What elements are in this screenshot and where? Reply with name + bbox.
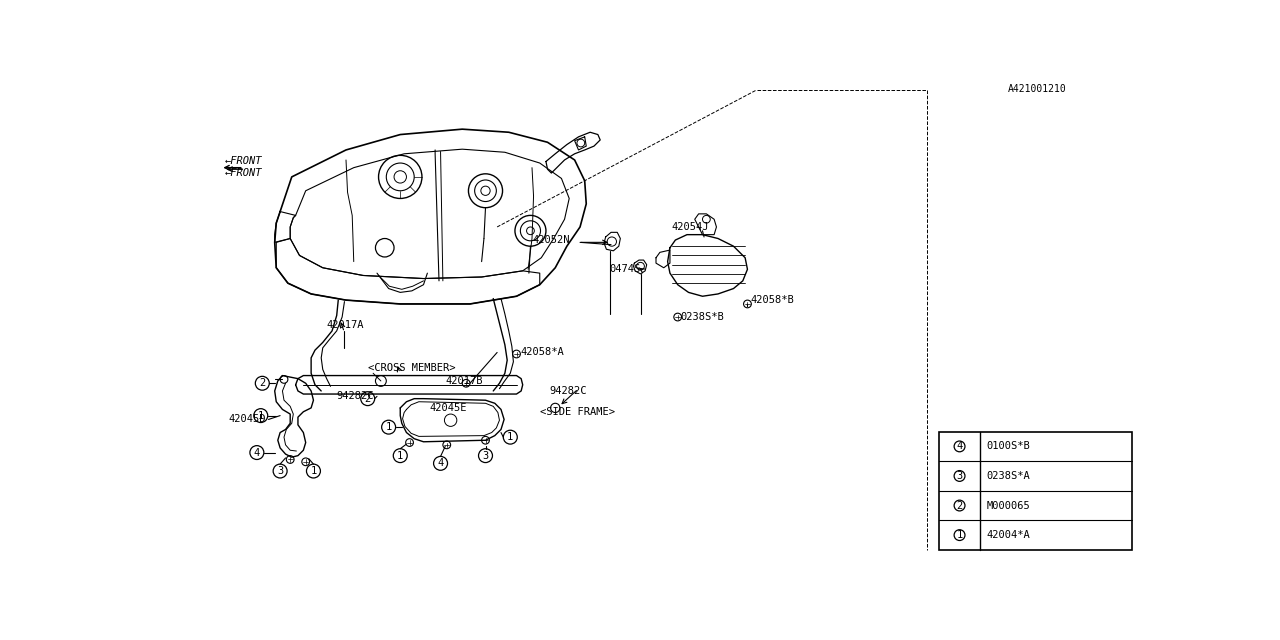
Text: ←FRONT: ←FRONT: [224, 157, 262, 166]
Circle shape: [479, 449, 493, 463]
Text: 3: 3: [956, 471, 963, 481]
Circle shape: [444, 414, 457, 426]
Circle shape: [481, 436, 489, 444]
Text: 1: 1: [397, 451, 403, 461]
Text: 42017B: 42017B: [445, 376, 483, 386]
Text: 94282C: 94282C: [337, 391, 374, 401]
Circle shape: [468, 174, 503, 208]
Circle shape: [406, 438, 413, 447]
Circle shape: [744, 300, 751, 308]
Text: 1: 1: [310, 466, 316, 476]
Text: 42058*A: 42058*A: [521, 348, 564, 358]
Circle shape: [636, 262, 644, 270]
Circle shape: [607, 237, 617, 246]
Text: 42058*B: 42058*B: [750, 295, 795, 305]
Text: 2: 2: [956, 500, 963, 511]
Text: 42045D: 42045D: [228, 415, 266, 424]
Circle shape: [375, 239, 394, 257]
Circle shape: [526, 227, 534, 235]
Circle shape: [954, 441, 965, 452]
Circle shape: [250, 445, 264, 460]
Text: M000065: M000065: [987, 500, 1030, 511]
Text: 3: 3: [483, 451, 489, 461]
Circle shape: [394, 171, 407, 183]
Text: 2: 2: [259, 378, 265, 388]
Circle shape: [375, 376, 387, 387]
Text: ←FRONT: ←FRONT: [224, 168, 262, 178]
Circle shape: [503, 430, 517, 444]
Circle shape: [481, 186, 490, 195]
Text: 0238S*B: 0238S*B: [681, 312, 724, 322]
Circle shape: [302, 458, 310, 466]
Text: 42054J: 42054J: [672, 222, 709, 232]
Circle shape: [550, 403, 559, 413]
Circle shape: [393, 449, 407, 463]
Text: <CROSS MEMBER>: <CROSS MEMBER>: [367, 363, 456, 373]
Circle shape: [434, 456, 448, 470]
Bar: [938, 431, 1133, 550]
Text: <SIDE FRAME>: <SIDE FRAME>: [540, 407, 614, 417]
Circle shape: [253, 409, 268, 422]
Circle shape: [954, 530, 965, 541]
Circle shape: [280, 376, 288, 383]
Circle shape: [443, 441, 451, 449]
Text: 0238S*A: 0238S*A: [987, 471, 1030, 481]
Text: 4: 4: [253, 447, 260, 458]
Circle shape: [361, 392, 375, 406]
Text: 1: 1: [385, 422, 392, 432]
Text: 94282C: 94282C: [549, 386, 586, 396]
Circle shape: [273, 464, 287, 478]
Text: 42045E: 42045E: [430, 403, 467, 413]
Text: 1: 1: [507, 432, 513, 442]
Text: 2: 2: [365, 394, 371, 404]
Text: 42004*A: 42004*A: [987, 530, 1030, 540]
Text: 1: 1: [956, 530, 963, 540]
Circle shape: [379, 156, 422, 198]
Circle shape: [306, 464, 320, 478]
Circle shape: [673, 313, 681, 321]
Circle shape: [521, 221, 540, 241]
Text: 4: 4: [956, 442, 963, 451]
Text: 4: 4: [438, 458, 444, 468]
Circle shape: [462, 380, 470, 387]
Circle shape: [387, 163, 415, 191]
Circle shape: [577, 139, 585, 147]
Circle shape: [954, 470, 965, 481]
Text: 3: 3: [276, 466, 283, 476]
Text: 0474S: 0474S: [609, 264, 641, 275]
Text: 42017A: 42017A: [326, 320, 364, 330]
Circle shape: [255, 376, 269, 390]
Circle shape: [703, 216, 710, 223]
Circle shape: [515, 216, 547, 246]
Circle shape: [954, 500, 965, 511]
Circle shape: [475, 180, 497, 202]
Text: A421001210: A421001210: [1009, 84, 1068, 94]
Circle shape: [381, 420, 396, 434]
Circle shape: [512, 350, 521, 358]
Circle shape: [287, 456, 294, 463]
Text: 1: 1: [257, 411, 264, 420]
Text: 42052N: 42052N: [532, 235, 570, 245]
Text: 0100S*B: 0100S*B: [987, 442, 1030, 451]
